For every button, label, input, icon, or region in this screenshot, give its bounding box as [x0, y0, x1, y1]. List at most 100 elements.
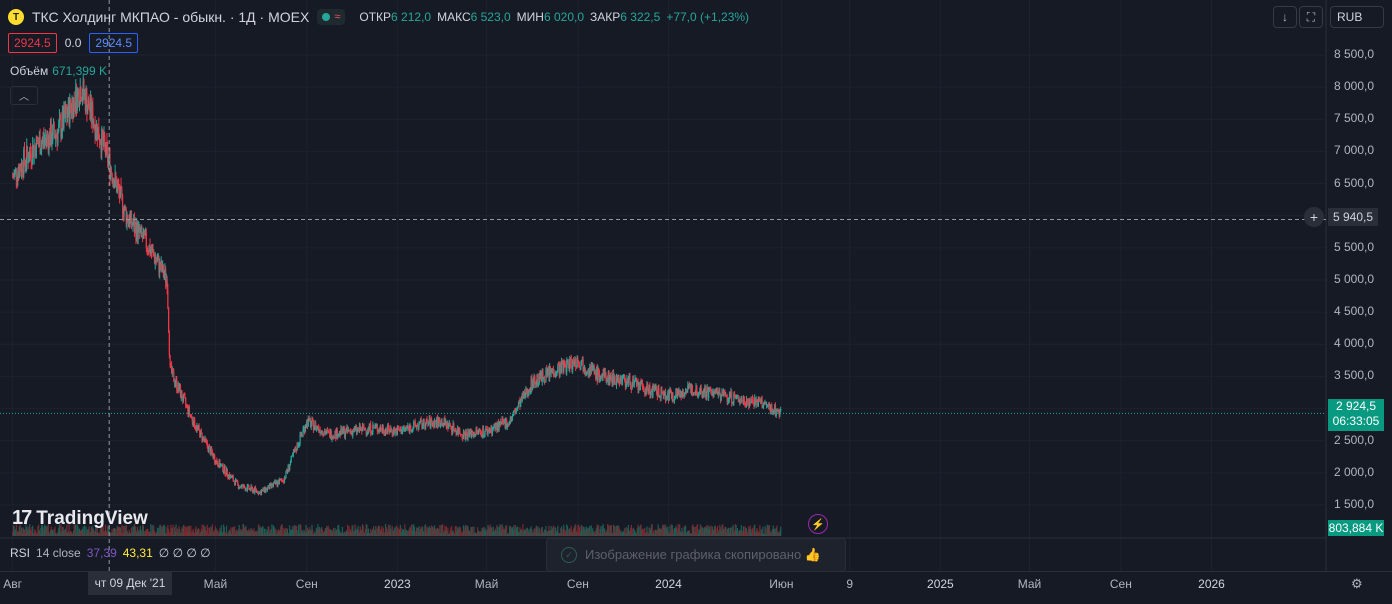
x-tick-label: Авг — [3, 577, 23, 591]
volume-bar — [101, 530, 104, 536]
volume-bar — [722, 524, 724, 536]
candle-body — [342, 427, 344, 434]
candle-body — [349, 430, 351, 432]
buy-price-button[interactable]: 2924.5 — [89, 33, 139, 53]
tradingview-logo[interactable]: 17 TradingView — [12, 507, 148, 530]
currency-select[interactable]: RUB — [1330, 6, 1384, 28]
candle-body — [644, 391, 646, 395]
volume-bar — [137, 532, 139, 536]
volume-bar — [355, 531, 358, 536]
volume-bar — [65, 532, 67, 536]
volume-bar — [557, 525, 559, 536]
candle-body — [57, 131, 59, 144]
candle-body — [159, 261, 161, 273]
candle-body — [441, 420, 443, 426]
last-price-label: 2 924,5 06:33:05 — [1328, 399, 1384, 431]
candle-body — [598, 372, 601, 381]
gear-icon[interactable]: ⚙ — [1351, 576, 1363, 591]
candle-body — [358, 425, 361, 431]
fullscreen-button[interactable]: ⛶ — [1299, 6, 1323, 28]
volume-bar — [212, 532, 214, 536]
volume-bar — [378, 525, 380, 536]
volume-bar — [263, 533, 265, 536]
volume-bar — [648, 527, 650, 536]
candle-body — [422, 426, 424, 428]
volume-bar — [704, 526, 706, 536]
candle-body — [736, 395, 738, 397]
candle-body — [319, 429, 321, 434]
volume-bar — [622, 531, 624, 536]
candle-body — [557, 365, 559, 373]
candle-body — [564, 364, 566, 366]
volume-bar — [238, 524, 240, 536]
candle-body — [379, 427, 381, 432]
candle-body — [479, 430, 482, 433]
volume-bar — [95, 533, 98, 536]
candle-body — [312, 419, 314, 421]
candle-body — [102, 137, 104, 145]
volume-bar — [514, 525, 517, 536]
volume-bar — [702, 527, 704, 536]
volume-bar — [290, 529, 292, 536]
volume-bar — [187, 531, 189, 536]
volume-bar — [561, 533, 563, 536]
candle-body — [667, 392, 670, 401]
volume-bar — [615, 526, 617, 536]
download-button[interactable]: ↓ — [1273, 6, 1297, 28]
x-tick-label: Сен — [566, 577, 589, 591]
volume-bar — [75, 533, 78, 536]
candle-body — [500, 421, 502, 424]
candle-body — [29, 150, 32, 154]
candle-body — [191, 416, 193, 418]
symbol-title[interactable]: ТКС Холдинг МКПАО - обыкн. · 1Д · MOEX — [32, 9, 310, 25]
candle-body — [63, 107, 65, 129]
candle-body — [103, 134, 105, 145]
candle-body — [473, 433, 475, 436]
add-alert-icon[interactable]: + — [1304, 207, 1324, 227]
volume-bar — [705, 526, 707, 536]
candle-body — [62, 111, 64, 129]
volume-bar — [18, 526, 20, 536]
volume-bar — [267, 526, 269, 536]
volume-bar — [353, 531, 355, 536]
volume-bar — [79, 530, 81, 536]
time-axis[interactable] — [0, 571, 1392, 604]
volume-bar — [66, 533, 69, 536]
rsi-label[interactable]: RSI — [10, 546, 31, 560]
candle-body — [743, 397, 745, 404]
volume-bar — [497, 531, 500, 536]
volume-bar — [110, 532, 112, 536]
candle-body — [324, 431, 326, 434]
candle-body — [671, 393, 673, 399]
candle-body — [390, 428, 393, 431]
volume-bar — [69, 533, 71, 536]
candle-body — [609, 376, 612, 379]
volume-bar — [451, 526, 453, 536]
candle-body — [424, 425, 426, 430]
volume-bar — [214, 529, 216, 536]
candle-body — [566, 360, 568, 373]
volume-bar — [126, 530, 128, 536]
volume-bar — [335, 529, 338, 536]
candle-body — [188, 406, 190, 415]
volume-bar — [543, 532, 545, 536]
volume-bar — [754, 524, 756, 536]
volume-bar — [626, 533, 628, 536]
candle-body — [752, 400, 754, 405]
lightning-icon[interactable]: ⚡ — [808, 514, 828, 534]
candle-body — [646, 383, 648, 393]
volume-bar — [633, 527, 635, 536]
volume-bar — [375, 526, 377, 536]
candle-body — [645, 388, 647, 393]
volume-bar — [356, 529, 358, 536]
volume-bar — [641, 530, 643, 536]
volume-bar — [581, 529, 583, 536]
sell-price-button[interactable]: 2924.5 — [8, 33, 57, 53]
market-status[interactable]: ≈ — [317, 9, 346, 25]
volume-bar — [182, 525, 185, 536]
collapse-legend-button[interactable]: ︿ — [10, 86, 38, 105]
candle-body — [217, 463, 219, 466]
candle-body — [45, 138, 47, 141]
candle-body — [592, 367, 594, 370]
